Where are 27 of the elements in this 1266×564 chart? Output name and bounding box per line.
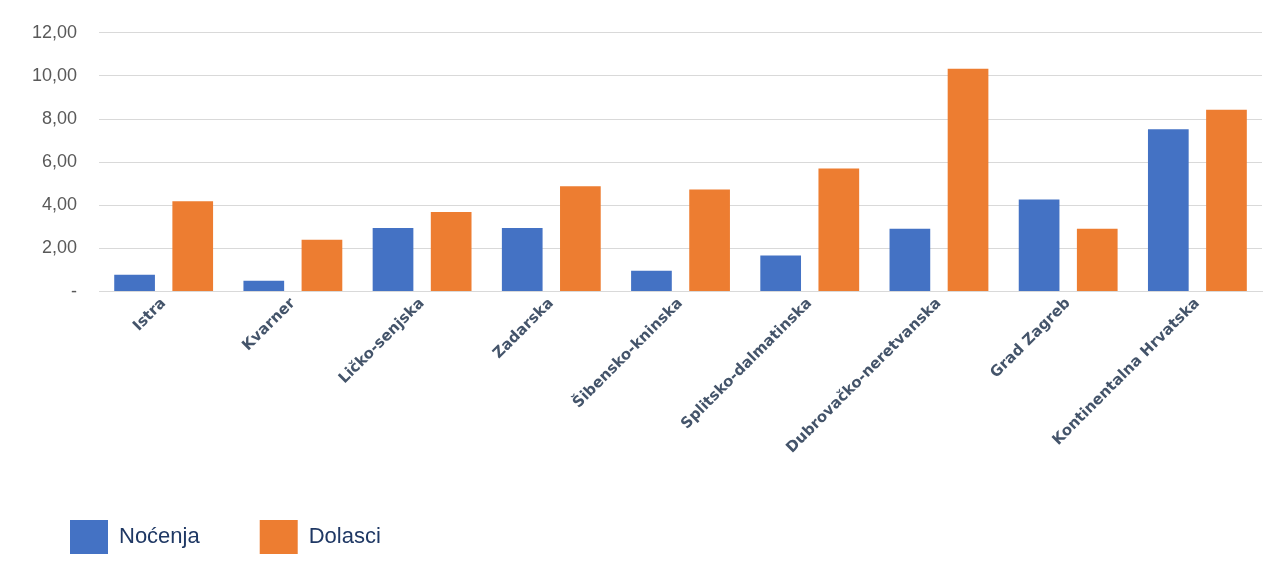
bar [172,201,214,292]
bar [818,168,860,292]
y-tick-label: 4,00 [42,194,78,215]
bar [631,270,672,292]
bar [372,227,414,292]
bar [689,189,730,292]
bar [430,212,472,292]
bar [1147,129,1189,292]
bar [1206,109,1247,292]
bar [947,68,989,292]
y-tick-label: 8,00 [42,108,78,129]
bar [760,255,802,292]
y-tick-label: 6,00 [42,151,78,172]
bar [301,239,343,292]
bar [114,274,155,292]
legend-label: Noćenja [119,523,201,549]
legend-label: Dolasci [308,523,381,549]
y-tick-label: - [71,280,78,301]
bar [1076,228,1118,292]
bar [501,227,543,292]
bar [1018,199,1060,292]
bar [243,280,285,292]
y-tick-label: 10,00 [32,64,78,85]
y-tick-label: 2,00 [42,237,78,258]
y-tick-label: 12,00 [32,21,78,42]
bar [889,228,931,292]
bar [560,186,601,292]
